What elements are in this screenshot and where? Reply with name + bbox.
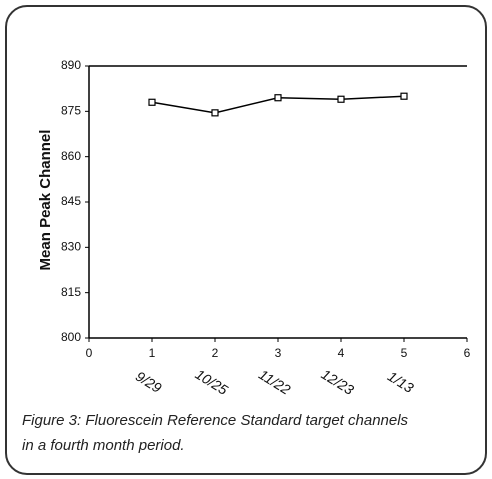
frame bbox=[5, 5, 487, 475]
x-tick-label: 4 bbox=[338, 346, 345, 360]
date-label: 1/13 bbox=[385, 368, 417, 396]
y-tick-label: 845 bbox=[61, 194, 81, 208]
data-point bbox=[148, 98, 156, 106]
y-tick-label: 860 bbox=[61, 149, 81, 163]
data-point bbox=[337, 95, 345, 103]
date-label: 12/23 bbox=[319, 366, 357, 398]
date-label: 9/29 bbox=[133, 368, 165, 396]
y-axis-label: Mean Peak Channel bbox=[37, 130, 54, 271]
date-label: 11/22 bbox=[256, 366, 293, 398]
data-point bbox=[400, 92, 408, 100]
caption: Figure 3: Fluorescein Reference Standard… bbox=[22, 412, 409, 429]
x-tick-label: 0 bbox=[86, 346, 93, 360]
date-label: 10/25 bbox=[193, 366, 231, 398]
y-tick-label: 800 bbox=[61, 330, 81, 344]
caption: in a fourth month period. bbox=[22, 437, 185, 454]
x-tick-label: 2 bbox=[212, 346, 219, 360]
data-point bbox=[211, 109, 219, 117]
x-tick-label: 6 bbox=[464, 346, 471, 360]
y-tick-label: 890 bbox=[61, 58, 81, 72]
x-tick-label: 1 bbox=[149, 346, 156, 360]
x-tick-label: 3 bbox=[275, 346, 282, 360]
y-tick-label: 830 bbox=[61, 240, 81, 254]
data-point bbox=[274, 94, 282, 102]
y-tick-label: 875 bbox=[61, 104, 81, 118]
y-tick-label: 815 bbox=[61, 285, 81, 299]
x-tick-label: 5 bbox=[401, 346, 408, 360]
